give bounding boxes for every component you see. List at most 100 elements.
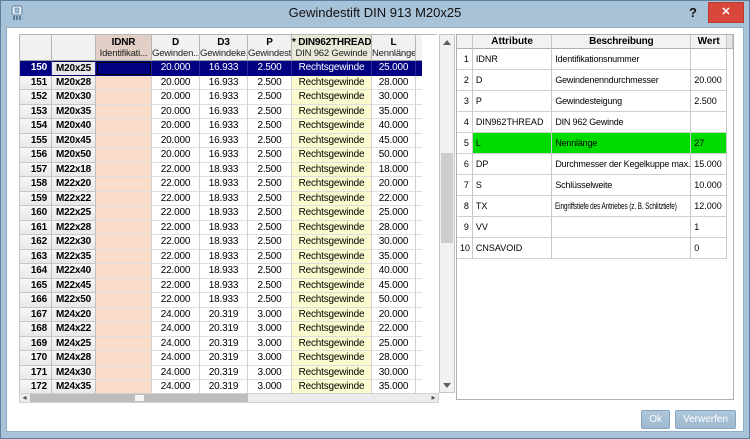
cell-thread[interactable]: Rechtsgewinde — [292, 148, 372, 163]
attribute-name[interactable]: S — [472, 175, 553, 196]
cell-l[interactable]: 50.000 — [372, 293, 416, 308]
cell-l[interactable]: 35.000 — [372, 104, 416, 119]
row-name[interactable]: M20x25 — [52, 61, 96, 76]
table-row[interactable]: 153 M20x35 20.000 16.933 2.500 Rechtsgewinde 3… — [20, 104, 437, 119]
table-row[interactable]: 161 M22x28 22.000 18.933 2.500 Rechtsgewinde 2… — [20, 220, 437, 235]
row-number[interactable]: 165 — [20, 278, 52, 293]
row-number[interactable]: 170 — [20, 351, 52, 366]
row-name[interactable]: M22x40 — [52, 264, 96, 279]
cell-l[interactable]: 20.000 — [372, 177, 416, 192]
cell-l[interactable]: 18.000 — [372, 162, 416, 177]
cell-idnr[interactable] — [96, 293, 152, 308]
cell-idnr[interactable] — [96, 351, 152, 366]
cell-thread[interactable]: Rechtsgewinde — [292, 220, 372, 235]
cell-idnr[interactable] — [96, 336, 152, 351]
cell-d[interactable]: 20.000 — [152, 104, 200, 119]
row-name[interactable]: M24x30 — [52, 365, 96, 380]
cell-d[interactable]: 22.000 — [152, 293, 200, 308]
cell-thread[interactable]: Rechtsgewinde — [292, 235, 372, 250]
cell-idnr[interactable] — [96, 75, 152, 90]
cell-p[interactable]: 2.500 — [248, 206, 292, 221]
column-header-IDNR[interactable]: IDNR Identifikati... — [96, 35, 152, 61]
cell-d[interactable]: 20.000 — [152, 90, 200, 105]
cell-l[interactable]: 25.000 — [372, 206, 416, 221]
attribute-value[interactable]: 1 — [691, 217, 727, 238]
table-row[interactable]: 150 M20x25 20.000 16.933 2.500 Rechtsgewinde 2… — [20, 61, 437, 76]
scroll-up-icon[interactable] — [440, 35, 454, 49]
attribute-value[interactable]: 2.500 — [691, 91, 727, 112]
cell-d[interactable]: 24.000 — [152, 365, 200, 380]
cell-d3[interactable]: 16.933 — [200, 75, 248, 90]
cell-d3[interactable]: 18.933 — [200, 264, 248, 279]
cell-idnr[interactable] — [96, 133, 152, 148]
cell-d3[interactable]: 20.319 — [200, 380, 248, 393]
table-row[interactable]: 165 M22x45 22.000 18.933 2.500 Rechtsgewinde 4… — [20, 278, 437, 293]
attribute-row[interactable]: 8 TX Eingriffstiefe des Antriebes (z. B. S… — [457, 196, 733, 217]
cell-d[interactable]: 20.000 — [152, 133, 200, 148]
row-name[interactable]: M20x40 — [52, 119, 96, 134]
cell-d[interactable]: 22.000 — [152, 220, 200, 235]
column-header-D3[interactable]: D3 Gewindeke... — [200, 35, 248, 61]
row-name[interactable]: M24x28 — [52, 351, 96, 366]
table-row[interactable]: 152 M20x30 20.000 16.933 2.500 Rechtsgewinde 3… — [20, 90, 437, 105]
cell-p[interactable]: 2.500 — [248, 75, 292, 90]
row-number[interactable]: 171 — [20, 365, 52, 380]
cell-p[interactable]: 2.500 — [248, 249, 292, 264]
row-number[interactable]: 158 — [20, 177, 52, 192]
ok-button[interactable]: Ok — [641, 410, 670, 429]
scroll-right-icon[interactable]: ▸ — [431, 393, 436, 402]
table-row[interactable]: 156 M20x50 20.000 16.933 2.500 Rechtsgewinde 5… — [20, 148, 437, 163]
cell-thread[interactable]: Rechtsgewinde — [292, 307, 372, 322]
cell-thread[interactable]: Rechtsgewinde — [292, 162, 372, 177]
row-number[interactable]: 152 — [20, 90, 52, 105]
attribute-name[interactable]: TX — [472, 196, 553, 217]
attribute-name[interactable]: P — [472, 91, 553, 112]
row-number[interactable]: 153 — [20, 104, 52, 119]
cell-d3[interactable]: 18.933 — [200, 249, 248, 264]
cell-d[interactable]: 22.000 — [152, 177, 200, 192]
attribute-name[interactable]: IDNR — [472, 49, 553, 70]
cell-thread[interactable]: Rechtsgewinde — [292, 61, 372, 76]
cell-thread[interactable]: Rechtsgewinde — [292, 293, 372, 308]
cell-thread[interactable]: Rechtsgewinde — [292, 365, 372, 380]
attribute-name[interactable]: DP — [472, 154, 553, 175]
row-number[interactable]: 163 — [20, 249, 52, 264]
cell-idnr[interactable] — [96, 119, 152, 134]
cell-l[interactable]: 22.000 — [372, 191, 416, 206]
attribute-value[interactable] — [691, 49, 727, 70]
cell-thread[interactable]: Rechtsgewinde — [292, 75, 372, 90]
cell-d[interactable]: 24.000 — [152, 322, 200, 337]
row-number[interactable]: 151 — [20, 75, 52, 90]
cell-thread[interactable]: Rechtsgewinde — [292, 206, 372, 221]
cell-idnr[interactable] — [96, 220, 152, 235]
cell-p[interactable]: 2.500 — [248, 61, 292, 76]
row-name[interactable]: M22x20 — [52, 177, 96, 192]
attribute-row[interactable]: 4 DIN962THREAD DIN 962 Gewinde — [457, 112, 733, 133]
cell-idnr[interactable] — [96, 177, 152, 192]
horizontal-scrollbar-thumb[interactable] — [30, 394, 248, 402]
row-name[interactable]: M22x25 — [52, 206, 96, 221]
cell-p[interactable]: 3.000 — [248, 322, 292, 337]
cell-d[interactable]: 22.000 — [152, 264, 200, 279]
cell-p[interactable]: 2.500 — [248, 220, 292, 235]
cell-l[interactable]: 40.000 — [372, 264, 416, 279]
table-row[interactable]: 164 M22x40 22.000 18.933 2.500 Rechtsgewinde 4… — [20, 264, 437, 279]
cell-d3[interactable]: 16.933 — [200, 104, 248, 119]
cell-p[interactable]: 2.500 — [248, 148, 292, 163]
column-header-blank[interactable] — [20, 35, 52, 61]
cell-p[interactable]: 3.000 — [248, 365, 292, 380]
scroll-left-icon[interactable]: ◂ — [22, 393, 27, 402]
cell-d[interactable]: 20.000 — [152, 61, 200, 76]
row-number[interactable]: 160 — [20, 206, 52, 221]
column-header-D[interactable]: D Gewinden... — [152, 35, 200, 61]
description-column-header[interactable]: Beschreibung — [552, 35, 692, 49]
attribute-value[interactable]: 27 — [691, 133, 727, 154]
attribute-value[interactable]: 20.000 — [691, 70, 727, 91]
cell-p[interactable]: 2.500 — [248, 90, 292, 105]
cell-thread[interactable]: Rechtsgewinde — [292, 278, 372, 293]
table-row[interactable]: 159 M22x22 22.000 18.933 2.500 Rechtsgewinde 2… — [20, 191, 437, 206]
table-row[interactable]: 170 M24x28 24.000 20.319 3.000 Rechtsgewinde 2… — [20, 351, 437, 366]
row-name[interactable]: M20x28 — [52, 75, 96, 90]
cell-thread[interactable]: Rechtsgewinde — [292, 191, 372, 206]
attribute-value[interactable]: 10.000 — [691, 175, 727, 196]
